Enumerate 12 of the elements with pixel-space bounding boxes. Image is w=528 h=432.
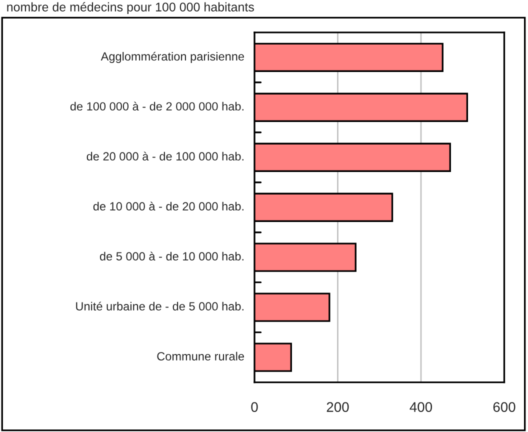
text: nombre de médecins pour 100 000 habitants: [7, 2, 254, 14]
y-tick-label: Agglommération parisienne: [100, 52, 244, 63]
y-tick-label: Commune rurale: [157, 352, 244, 360]
x-tick-label: 0: [251, 402, 258, 412]
y-tick-label: de 5 000 à - de 10 000 hab.: [100, 252, 244, 261]
x-tick-label: 200: [326, 402, 349, 412]
y-tick-label: Unité urbaine de - de 5 000 hab.: [76, 302, 244, 311]
x-tick-label: 600: [493, 402, 516, 412]
x-tick-label: 400: [410, 402, 432, 412]
y-tick-label: de 100 000 à - de 2 000 000 hab.: [70, 102, 244, 111]
y-tick-label: de 10 000 à - de 20 000 hab.: [93, 202, 244, 211]
y-tick-label: de 20 000 à - de 100 000 hab.: [86, 152, 244, 161]
